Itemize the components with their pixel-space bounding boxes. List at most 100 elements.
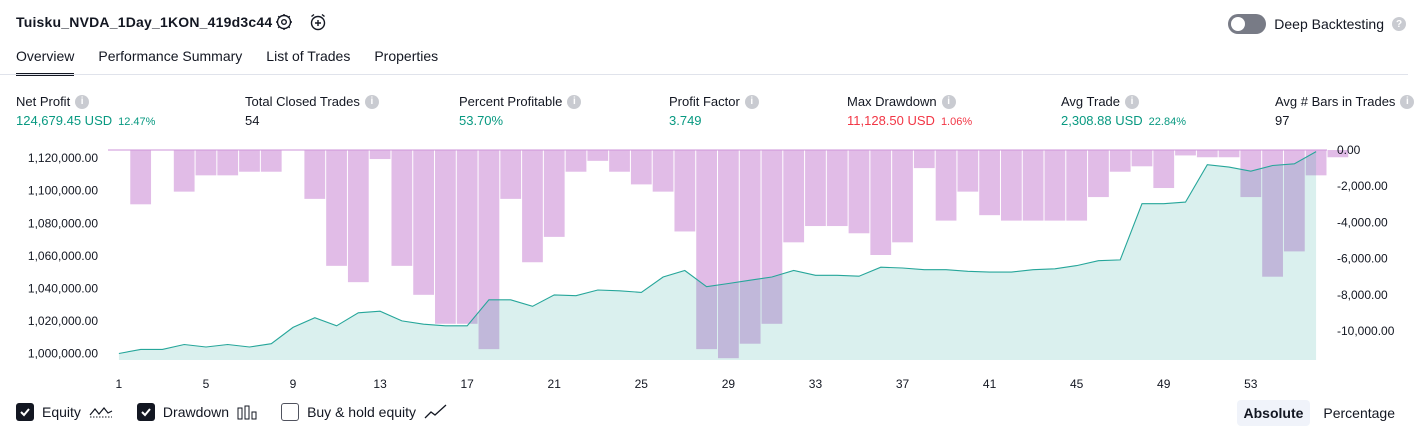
checkbox-unchecked[interactable]: [281, 403, 300, 421]
stat-value: 97: [1275, 113, 1290, 128]
stat-profit-factor: Profit Factor i 3.749: [669, 94, 759, 128]
drawdown-bar: [304, 150, 326, 199]
drawdown-bar: [609, 150, 630, 172]
drawdown-bar: [739, 150, 761, 344]
drawdown-bar: [260, 150, 282, 172]
drawdown-bar: [630, 150, 652, 185]
equity-area: [118, 151, 1317, 360]
legend-equity[interactable]: Equity: [16, 403, 113, 421]
equity-axis-tick: 1,100,000.00: [28, 184, 98, 198]
info-icon[interactable]: i: [1125, 94, 1140, 109]
x-axis-tick: 37: [896, 377, 910, 390]
x-axis-tick: 13: [373, 377, 387, 390]
drawdown-bar: [173, 150, 195, 192]
x-axis-tick: 5: [203, 377, 210, 390]
drawdown-axis-tick: 0.00: [1337, 143, 1361, 157]
drawdown-axis-tick: -2,000.00: [1337, 179, 1388, 193]
alarm-plus-icon[interactable]: [308, 12, 328, 32]
drawdown-bar: [1131, 150, 1153, 167]
legend-buy-hold[interactable]: Buy & hold equity: [281, 403, 448, 421]
x-axis-tick: 29: [722, 377, 736, 390]
drawdown-bar: [435, 150, 456, 324]
drawdown-bar: [1088, 150, 1109, 198]
stat-avg-trade: Avg Trade i 2,308.88 USD 22.84%: [1061, 94, 1186, 128]
help-icon[interactable]: ?: [1392, 17, 1406, 31]
drawdown-bar: [239, 150, 260, 172]
drawdown-bar: [543, 150, 565, 237]
drawdown-bar: [805, 150, 826, 227]
tab-bar: Overview Performance Summary List of Tra…: [16, 48, 438, 76]
stat-label: Avg Trade: [1061, 94, 1121, 109]
equity-axis-tick: 1,080,000.00: [28, 216, 98, 230]
drawdown-bar: [761, 150, 783, 324]
drawdown-bar: [130, 150, 152, 205]
drawdown-bar: [783, 150, 805, 243]
chart-legend: Equity Drawdown Buy & hold equity: [16, 403, 448, 421]
drawdown-bar: [674, 150, 696, 232]
drawdown-axis-tick: -10,000.00: [1337, 324, 1395, 338]
checkbox-checked[interactable]: [136, 403, 155, 421]
stat-value: 11,128.50 USD: [847, 113, 935, 128]
drawdown-bar: [1109, 150, 1131, 172]
info-icon[interactable]: i: [567, 94, 582, 109]
drawdown-bar: [565, 150, 587, 172]
scale-mode-toggle: Absolute Percentage: [1236, 400, 1403, 426]
trend-line-icon: [424, 404, 447, 419]
drawdown-axis-tick: -8,000.00: [1337, 288, 1388, 302]
equity-drawdown-chart[interactable]: 1,000,000.00 1,020,000.00 1,040,000.00 1,06…: [0, 140, 1424, 390]
drawdown-bar: [587, 150, 609, 161]
drawdown-bar: [1022, 150, 1044, 221]
stat-percent: 1.06%: [940, 116, 973, 128]
tab-performance-summary[interactable]: Performance Summary: [98, 48, 243, 64]
drawdown-axis-tick: -4,000.00: [1337, 215, 1388, 229]
x-axis-tick: 9: [290, 377, 297, 390]
x-axis-tick: 17: [460, 377, 474, 390]
equity-axis-tick: 1,040,000.00: [28, 281, 98, 295]
drawdown-bar: [1153, 150, 1175, 189]
x-axis-tick: 21: [548, 377, 562, 390]
legend-drawdown[interactable]: Drawdown: [136, 403, 257, 421]
absolute-button[interactable]: Absolute: [1236, 400, 1311, 426]
drawdown-bar: [696, 150, 717, 350]
stat-label: Max Drawdown: [847, 94, 937, 109]
equity-axis-tick: 1,060,000.00: [28, 249, 98, 263]
legend-label: Drawdown: [162, 404, 230, 420]
info-icon[interactable]: i: [75, 94, 90, 109]
deep-backtesting-toggle[interactable]: [1228, 14, 1267, 34]
tab-list-of-trades[interactable]: List of Trades: [266, 48, 351, 64]
gear-icon[interactable]: [274, 12, 294, 32]
tabs-divider: [0, 74, 1408, 75]
stat-value: 53.70%: [459, 113, 504, 128]
drawdown-bar: [522, 150, 543, 263]
deep-backtesting-label: Deep Backtesting: [1274, 16, 1384, 32]
percentage-button[interactable]: Percentage: [1323, 405, 1395, 421]
toggle-knob: [1231, 17, 1246, 31]
drawdown-bar: [1240, 150, 1262, 198]
drawdown-bar: [1044, 150, 1066, 221]
drawdown-bar: [826, 150, 848, 227]
x-axis-tick: 33: [809, 377, 823, 390]
drawdown-bar: [718, 150, 739, 359]
stat-value: 2,308.88 USD: [1061, 113, 1143, 128]
stat-label: Profit Factor: [669, 94, 740, 109]
info-icon[interactable]: i: [1400, 94, 1415, 109]
drawdown-bar: [1066, 150, 1088, 221]
info-icon[interactable]: i: [364, 94, 379, 109]
equity-line-icon: [89, 407, 113, 418]
info-icon[interactable]: i: [941, 94, 956, 109]
x-axis-tick: 25: [635, 377, 649, 390]
drawdown-bar: [848, 150, 870, 234]
drawdown-bar: [1262, 150, 1283, 277]
checkbox-checked[interactable]: [16, 403, 34, 421]
tab-overview[interactable]: Overview: [16, 48, 75, 76]
stat-value: 3.749: [669, 113, 702, 128]
drawdown-bar: [892, 150, 913, 243]
x-axis-tick: 49: [1157, 377, 1171, 390]
stat-percent: 22.84%: [1148, 116, 1186, 128]
legend-label: Buy & hold equity: [307, 404, 417, 420]
info-icon[interactable]: i: [744, 94, 759, 109]
tab-properties[interactable]: Properties: [374, 48, 439, 64]
drawdown-bar: [369, 150, 391, 160]
drawdown-bar: [195, 150, 217, 176]
stat-label: Total Closed Trades: [245, 94, 360, 109]
